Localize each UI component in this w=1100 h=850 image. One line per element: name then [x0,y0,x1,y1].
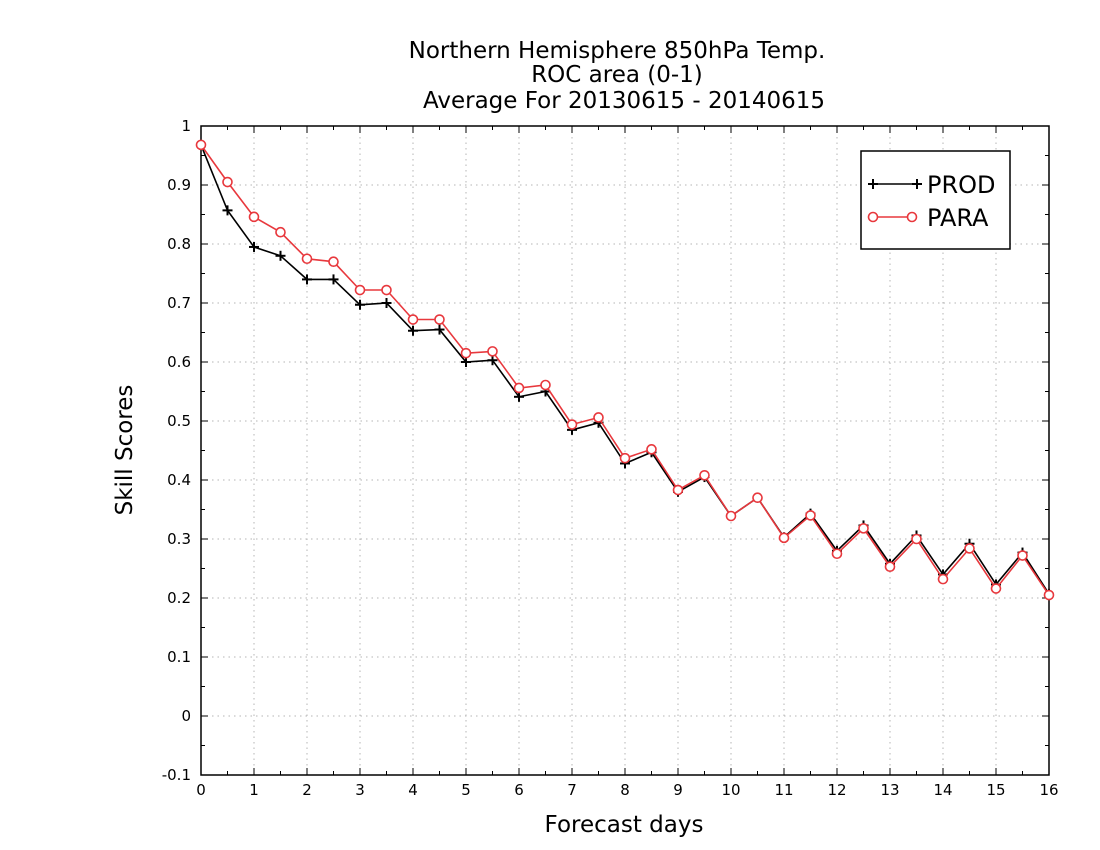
data-point-para [990,583,1002,594]
data-point-prod [408,325,418,336]
data-point-para [540,379,551,391]
legend-entry-para: PARA [867,204,989,232]
data-point-para [354,284,366,296]
y-axis-title: Skill Scores [112,385,138,516]
data-point-para [566,419,578,430]
x-tick-label: 2 [302,781,312,799]
x-tick-label: 15 [986,781,1005,799]
data-point-para [778,532,790,544]
x-tick-label: 12 [827,781,846,799]
series-para [195,139,1055,601]
x-tick-label: 9 [673,781,683,799]
y-tick-label: 0.8 [167,235,191,253]
legend-entry-prod: PROD [868,171,996,199]
data-point-para [672,484,684,496]
data-point-para [646,444,657,455]
legend-prod-label: PROD [927,171,996,199]
data-point-prod [487,355,498,366]
data-point-para [407,314,419,325]
data-point-prod [222,205,233,216]
y-tick-label: 0.9 [167,176,191,194]
y-tick-label: 0 [181,707,191,725]
data-point-prod [434,324,445,335]
x-tick-label: 11 [774,781,793,799]
x-tick-label: 10 [721,781,740,799]
x-tick-label: 6 [514,781,524,799]
x-tick-label: 14 [933,781,952,799]
y-tick-label: 0.5 [167,412,191,430]
x-tick-label: 1 [249,781,259,799]
data-point-prod [302,274,312,285]
data-point-para [434,314,445,325]
x-tick-label: 16 [1039,781,1058,799]
x-tick-label: 8 [620,781,630,799]
x-tick-label: 7 [567,781,577,799]
x-tick-label: 4 [408,781,418,799]
y-tick-label: -0.1 [162,766,191,784]
data-point-para [911,533,922,545]
chart-title-line-3: Average For 20130615 - 20140615 [423,88,825,114]
data-point-para [884,561,896,573]
data-point-para [513,382,525,394]
legend: PROD PARA [860,150,1011,250]
series-lines [195,139,1055,601]
y-tick-label: 0.1 [167,648,191,666]
data-point-para [858,523,869,534]
y-tick-label: 0.6 [167,353,191,371]
data-point-para [937,573,949,585]
data-point-prod [355,299,365,310]
data-point-para [831,548,843,560]
chart-title-line-2: ROC area (0-1) [531,62,703,88]
x-tick-label: 3 [355,781,365,799]
data-point-para [487,346,498,357]
data-point-para [328,256,339,268]
data-point-para [1043,589,1055,601]
x-tick-label: 0 [196,781,206,799]
y-tick-label: 0.3 [167,530,191,548]
x-axis-title: Forecast days [545,812,704,838]
data-point-prod [514,391,524,402]
grid-lines [201,126,1049,775]
data-point-para [752,492,763,504]
data-point-para [460,347,472,359]
y-tick-label: 0.7 [167,294,191,312]
data-point-para [222,176,233,188]
y-tick-label: 1 [181,117,191,135]
data-point-prod [381,298,392,308]
data-point-prod [461,357,471,367]
legend-box [860,150,1011,250]
data-point-para [619,452,631,464]
legend-para-marker-right [906,211,918,223]
data-point-prod [275,250,286,261]
data-point-para [699,469,710,481]
x-tick-label: 13 [880,781,899,799]
y-tick-label: 0.4 [167,471,191,489]
data-point-para [301,253,313,265]
data-point-para [1017,550,1028,561]
chart-title-line-1: Northern Hemisphere 850hPa Temp. [409,38,826,64]
x-tick-label: 5 [461,781,471,799]
y-tick-label: 0.2 [167,589,191,607]
axis-ticks [200,125,1050,776]
tick-labels: 0 1 2 3 4 5 6 7 8 9 10 11 12 13 14 15 16-0.100.10.20.30.… [162,117,1059,799]
legend-para-marker-left [867,211,879,223]
legend-para-label: PARA [927,204,989,232]
data-point-para [195,139,207,151]
data-point-para [725,510,737,522]
data-point-para [381,284,392,296]
data-point-prod [328,274,339,285]
data-point-para [593,412,604,423]
data-point-para [964,543,975,554]
data-point-prod [249,241,259,252]
data-point-para [275,226,286,238]
data-point-para [805,510,816,521]
data-point-para [248,211,260,223]
